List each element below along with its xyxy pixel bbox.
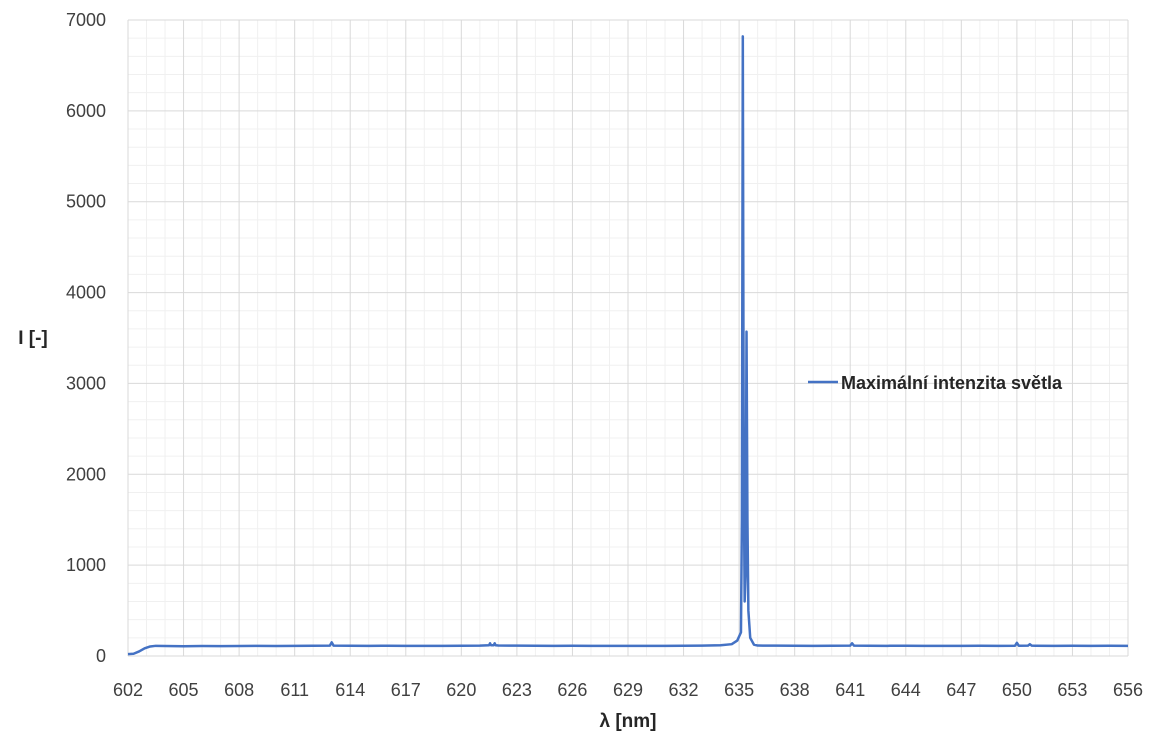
y-tick-label: 7000 xyxy=(66,10,106,30)
x-tick-label: 650 xyxy=(1002,680,1032,700)
x-tick-label: 614 xyxy=(335,680,365,700)
x-tick-label: 644 xyxy=(891,680,921,700)
x-tick-label: 602 xyxy=(113,680,143,700)
x-tick-label: 626 xyxy=(557,680,587,700)
x-tick-label: 608 xyxy=(224,680,254,700)
x-tick-label: 653 xyxy=(1057,680,1087,700)
x-tick-label: 617 xyxy=(391,680,421,700)
y-axis-ticks: 0 1000 2000 3000 4000 5000 6000 7000 xyxy=(66,10,106,666)
y-tick-label: 3000 xyxy=(66,373,106,393)
major-grid xyxy=(127,19,1129,657)
x-tick-label: 632 xyxy=(669,680,699,700)
x-tick-label: 605 xyxy=(169,680,199,700)
series-line xyxy=(127,35,1129,656)
x-tick-label: 629 xyxy=(613,680,643,700)
y-tick-label: 2000 xyxy=(66,464,106,484)
x-tick-label: 620 xyxy=(446,680,476,700)
x-axis-ticks: 602 605 608 611 614 617 620 623 626 629 632 635 638 6… xyxy=(113,680,1143,700)
x-tick-label: 635 xyxy=(724,680,754,700)
y-tick-label: 1000 xyxy=(66,555,106,575)
x-tick-label: 623 xyxy=(502,680,532,700)
x-tick-label: 647 xyxy=(946,680,976,700)
y-tick-label: 4000 xyxy=(66,283,106,303)
y-tick-label: 0 xyxy=(96,646,106,666)
x-tick-label: 641 xyxy=(835,680,865,700)
x-tick-label: 611 xyxy=(280,680,309,700)
y-tick-label: 6000 xyxy=(66,101,106,121)
x-axis-label: λ [nm] xyxy=(600,711,657,732)
legend-label: Maximální intenzita světla xyxy=(841,373,1063,393)
x-tick-label: 656 xyxy=(1113,680,1143,700)
legend: Maximální intenzita světla xyxy=(808,373,1063,393)
y-axis-label: I [-] xyxy=(18,328,48,349)
y-tick-label: 5000 xyxy=(66,192,106,212)
x-tick-label: 638 xyxy=(780,680,810,700)
